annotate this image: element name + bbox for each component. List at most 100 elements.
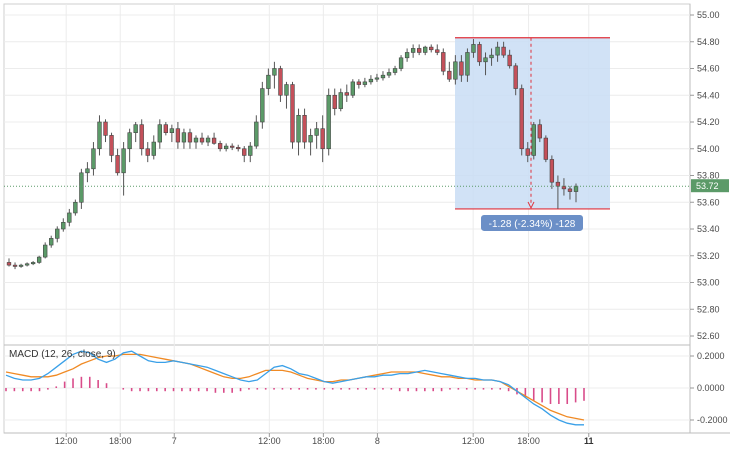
candle-down [549, 159, 555, 183]
candle-up [404, 52, 410, 59]
candle-up [368, 78, 374, 83]
candle-up [169, 128, 175, 133]
y-tick-label: 54.60 [697, 64, 720, 74]
candle-up [338, 92, 343, 109]
candle-down [519, 88, 524, 150]
candle-down [344, 92, 349, 96]
y-tick-label: 53.80 [697, 171, 720, 181]
x-tick-label: 18:00 [109, 436, 132, 446]
candle-up [374, 77, 380, 80]
candle-up [49, 238, 54, 246]
candle-up [471, 44, 476, 53]
y-tick-label: 52.80 [697, 304, 720, 314]
measurement-area[interactable] [455, 37, 610, 209]
candle-up [260, 88, 265, 123]
candle-down [477, 44, 482, 63]
candle-up [573, 185, 579, 192]
last-price-label: 53.72 [696, 181, 719, 191]
candle-down [175, 128, 181, 143]
candle-down [302, 115, 307, 143]
candle-down [543, 137, 549, 160]
measurement-label: -1.28 (-2.34%) -128 [489, 219, 576, 230]
y-tick-label: 53.00 [697, 278, 720, 288]
macd-title: MACD (12, 26, close, 9) [9, 349, 116, 360]
candle-down [435, 49, 440, 53]
candle-up [133, 124, 138, 134]
y-tick-label: 53.20 [697, 251, 720, 261]
candle-up [326, 94, 331, 150]
candle-down [417, 48, 422, 53]
x-tick-label: 18:00 [517, 436, 540, 446]
x-tick-label: 12:00 [462, 436, 485, 446]
candle-down [242, 148, 247, 156]
y-tick-label: 54.80 [697, 37, 720, 47]
candle-down [109, 135, 114, 156]
candle-up [266, 74, 271, 89]
y-tick-label: 54.20 [697, 117, 720, 127]
candle-up [151, 141, 156, 156]
x-tick-label: 8 [375, 436, 380, 446]
macd-signal-line [5, 353, 585, 421]
candle-up [272, 68, 277, 76]
candle-up [410, 48, 416, 53]
candle-up [36, 256, 42, 263]
candle-up [205, 137, 211, 143]
candle-up [362, 81, 368, 85]
candle-up [308, 135, 313, 143]
measurement-label-box [481, 214, 583, 231]
candle-up [483, 57, 488, 63]
measurement-arrow-head-icon [527, 201, 535, 210]
candle-down [230, 145, 235, 148]
candle-up [127, 132, 132, 150]
candlestick-series [4, 39, 690, 270]
candle-down [525, 148, 530, 156]
candle-up [453, 61, 458, 80]
candle-up [79, 172, 84, 203]
y-tick-label: 52.60 [697, 331, 720, 341]
candle-down [501, 46, 506, 56]
macd-y-tick-label: 0.0000 [697, 383, 725, 393]
candle-down [356, 81, 362, 85]
macd-y-tick-label: -0.2000 [697, 415, 728, 425]
candle-down [507, 54, 512, 67]
candle-down [12, 264, 18, 267]
candle-up [392, 68, 398, 73]
candle-up [43, 244, 48, 258]
candle-up [24, 263, 30, 266]
candle-down [320, 128, 325, 150]
candle-up [121, 148, 126, 174]
candle-up [531, 124, 536, 156]
candle-down [278, 68, 283, 96]
y-tick-label: 53.40 [697, 224, 720, 234]
candle-up [489, 54, 494, 59]
candle-down [217, 143, 223, 150]
candle-down [163, 124, 168, 134]
candle-up [181, 132, 187, 143]
candle-down [447, 70, 452, 80]
candle-up [314, 128, 319, 136]
measurement-box[interactable]: -1.28 (-2.34%) -128 [455, 37, 610, 231]
x-tick-label: 12:00 [258, 436, 281, 446]
candle-down [236, 147, 241, 150]
macd-y-tick-label: 0.2000 [697, 351, 725, 361]
grid-layer [3, 3, 730, 434]
candle-up [254, 121, 259, 147]
candle-up [284, 84, 289, 96]
candle-up [223, 145, 229, 150]
candle-up [386, 72, 392, 76]
candle-down [555, 181, 561, 187]
candle-up [85, 168, 90, 174]
candle-down [103, 121, 108, 136]
y-tick-label: 53.60 [697, 197, 720, 207]
candle-up [296, 115, 301, 143]
candle-up [91, 148, 96, 170]
candle-up [193, 137, 199, 143]
x-tick-label: 12:00 [55, 436, 78, 446]
macd-line [5, 350, 584, 426]
candle-down [6, 262, 12, 266]
candle-up [30, 262, 36, 265]
last-price-tag [691, 179, 729, 193]
x-tick-label: 11 [584, 436, 594, 446]
candle-down [211, 137, 217, 144]
